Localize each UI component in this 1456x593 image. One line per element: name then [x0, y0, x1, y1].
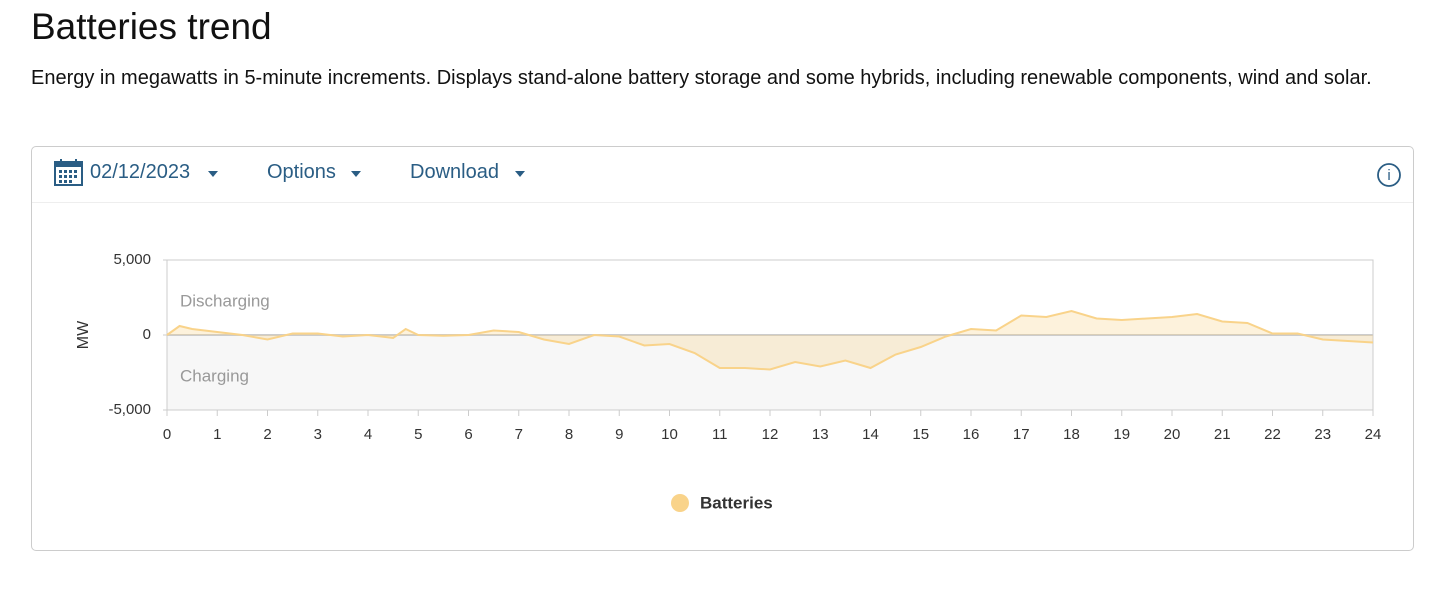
- date-picker[interactable]: 02/12/2023: [90, 161, 191, 183]
- description: Energy in megawatts in 5-minute incremen…: [31, 67, 1372, 89]
- options-menu[interactable]: Options: [267, 161, 336, 183]
- page-title: Batteries trend: [31, 6, 272, 47]
- divider: [32, 202, 1413, 203]
- card: [31, 146, 1414, 551]
- calendar-icon[interactable]: [54, 159, 84, 187]
- download-menu[interactable]: Download: [410, 161, 499, 183]
